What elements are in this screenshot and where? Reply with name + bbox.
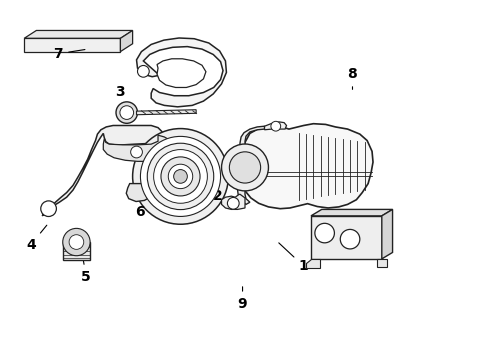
Polygon shape: [121, 31, 133, 51]
Polygon shape: [306, 259, 320, 268]
Text: 3: 3: [116, 85, 131, 109]
Circle shape: [229, 152, 261, 183]
Polygon shape: [126, 184, 152, 202]
Polygon shape: [265, 122, 287, 130]
Polygon shape: [377, 259, 387, 267]
Circle shape: [221, 144, 269, 191]
Circle shape: [63, 228, 90, 256]
Circle shape: [41, 201, 56, 216]
Text: 2: 2: [198, 178, 223, 203]
Polygon shape: [42, 126, 162, 216]
Circle shape: [138, 66, 149, 77]
Text: 7: 7: [53, 47, 85, 61]
Circle shape: [116, 102, 138, 123]
Text: 5: 5: [81, 260, 91, 284]
Polygon shape: [137, 110, 196, 115]
Text: 9: 9: [238, 287, 247, 311]
Polygon shape: [221, 194, 245, 210]
Polygon shape: [24, 39, 121, 51]
Polygon shape: [240, 124, 373, 209]
Circle shape: [173, 170, 187, 183]
Circle shape: [168, 164, 193, 189]
Text: 6: 6: [135, 195, 145, 219]
Circle shape: [141, 136, 220, 216]
Circle shape: [340, 229, 360, 249]
Polygon shape: [311, 210, 392, 216]
Text: 4: 4: [26, 225, 47, 252]
Polygon shape: [137, 38, 226, 107]
Polygon shape: [237, 126, 265, 204]
Polygon shape: [103, 135, 171, 161]
Polygon shape: [311, 216, 382, 259]
Circle shape: [161, 157, 200, 196]
Circle shape: [131, 146, 143, 158]
Circle shape: [120, 106, 134, 120]
Circle shape: [69, 235, 84, 249]
Circle shape: [271, 121, 281, 131]
Circle shape: [315, 223, 334, 243]
Circle shape: [154, 149, 207, 203]
Text: 8: 8: [347, 67, 357, 89]
Circle shape: [147, 143, 214, 210]
Polygon shape: [157, 59, 206, 87]
Circle shape: [227, 197, 239, 209]
Text: 1: 1: [279, 243, 309, 273]
Polygon shape: [63, 242, 90, 260]
Polygon shape: [24, 31, 133, 39]
Polygon shape: [382, 210, 392, 259]
Circle shape: [133, 129, 228, 224]
